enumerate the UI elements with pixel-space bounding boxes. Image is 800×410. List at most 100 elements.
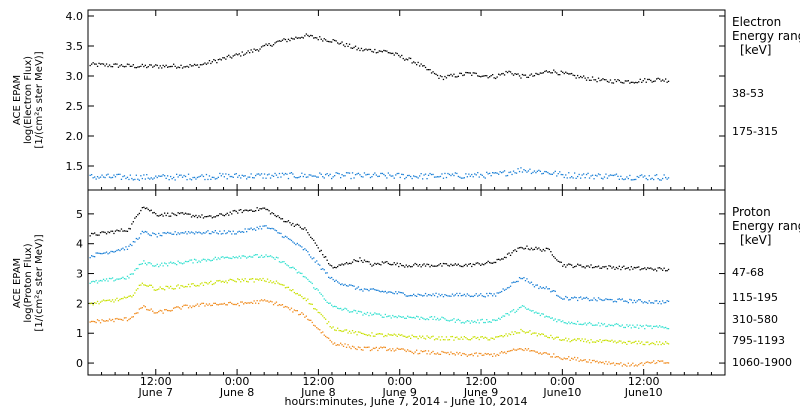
data-point [219, 58, 221, 60]
data-point [359, 49, 361, 52]
proton-legend-entry: 47-68 [732, 266, 764, 279]
data-point [426, 295, 428, 297]
data-point [539, 286, 541, 288]
data-point [416, 336, 418, 338]
data-point [602, 266, 604, 268]
data-point [584, 177, 586, 179]
data-point [374, 335, 376, 337]
data-point [477, 319, 479, 321]
data-point [374, 347, 376, 350]
data-point [453, 264, 455, 266]
data-point [176, 233, 178, 236]
data-point [596, 324, 598, 326]
data-point [281, 236, 284, 238]
data-point [150, 64, 152, 66]
data-point [228, 230, 230, 232]
data-point [369, 288, 372, 290]
data-point [638, 299, 640, 301]
data-point [642, 302, 644, 304]
data-point [244, 228, 246, 230]
data-point [147, 309, 149, 311]
proton-ylabel-line2: log(Proton Flux) [23, 243, 34, 322]
data-point [499, 171, 501, 173]
data-point [258, 50, 260, 52]
data-point [429, 316, 431, 318]
data-point [113, 280, 115, 282]
data-point [424, 350, 427, 352]
data-point [269, 213, 272, 215]
data-point [117, 278, 120, 280]
data-point [301, 172, 303, 174]
data-point [320, 249, 322, 252]
data-point [119, 298, 121, 301]
data-point [107, 253, 109, 255]
data-point [337, 281, 339, 283]
data-point [204, 281, 206, 284]
data-point [196, 303, 199, 305]
data-point [286, 264, 288, 266]
data-point [653, 269, 655, 271]
electron-y-tick-label: 2.0 [66, 130, 84, 143]
data-point [424, 173, 427, 175]
data-point [371, 288, 373, 290]
data-point [116, 278, 118, 280]
data-point [402, 335, 404, 337]
data-point [296, 310, 298, 312]
data-point [603, 176, 606, 178]
data-point [128, 318, 130, 321]
data-point [645, 361, 647, 363]
data-point [161, 288, 163, 290]
data-point [495, 172, 497, 174]
data-point [283, 261, 285, 263]
data-point [624, 326, 626, 329]
data-point [563, 298, 565, 300]
data-point [419, 175, 421, 177]
data-point [663, 302, 665, 304]
data-point [91, 255, 93, 257]
data-point [344, 329, 346, 331]
data-point [328, 263, 330, 265]
data-point [272, 44, 275, 46]
data-point [335, 172, 337, 174]
data-point [407, 174, 409, 177]
data-point [544, 287, 546, 290]
data-point [299, 313, 301, 315]
data-point [177, 260, 179, 262]
data-point [562, 298, 564, 300]
data-point [492, 262, 494, 264]
data-point [165, 285, 167, 287]
data-point [398, 333, 400, 335]
data-point [201, 259, 203, 261]
data-point [659, 325, 661, 327]
data-point [523, 349, 525, 352]
data-point [566, 264, 568, 266]
data-point [469, 295, 471, 298]
data-point [430, 72, 433, 74]
data-point [217, 233, 219, 235]
data-point [205, 63, 208, 65]
data-point [238, 174, 240, 177]
data-point [278, 283, 281, 285]
data-point [524, 307, 527, 309]
data-point [316, 37, 318, 39]
data-point [164, 262, 166, 264]
data-point [435, 176, 437, 178]
electron-series-175-315 [89, 167, 670, 181]
data-point [380, 314, 382, 316]
data-point [396, 172, 398, 175]
data-point [296, 272, 298, 274]
data-point [195, 231, 197, 233]
data-point [419, 65, 421, 67]
data-point [621, 82, 623, 84]
data-point [638, 176, 640, 178]
data-point [383, 316, 385, 318]
data-point [240, 177, 242, 179]
data-point [395, 264, 397, 266]
data-point [606, 339, 609, 342]
data-point [89, 321, 91, 323]
data-point [490, 353, 492, 355]
data-point [620, 362, 622, 364]
data-point [659, 341, 661, 343]
data-point [624, 364, 626, 366]
data-point [608, 323, 610, 326]
